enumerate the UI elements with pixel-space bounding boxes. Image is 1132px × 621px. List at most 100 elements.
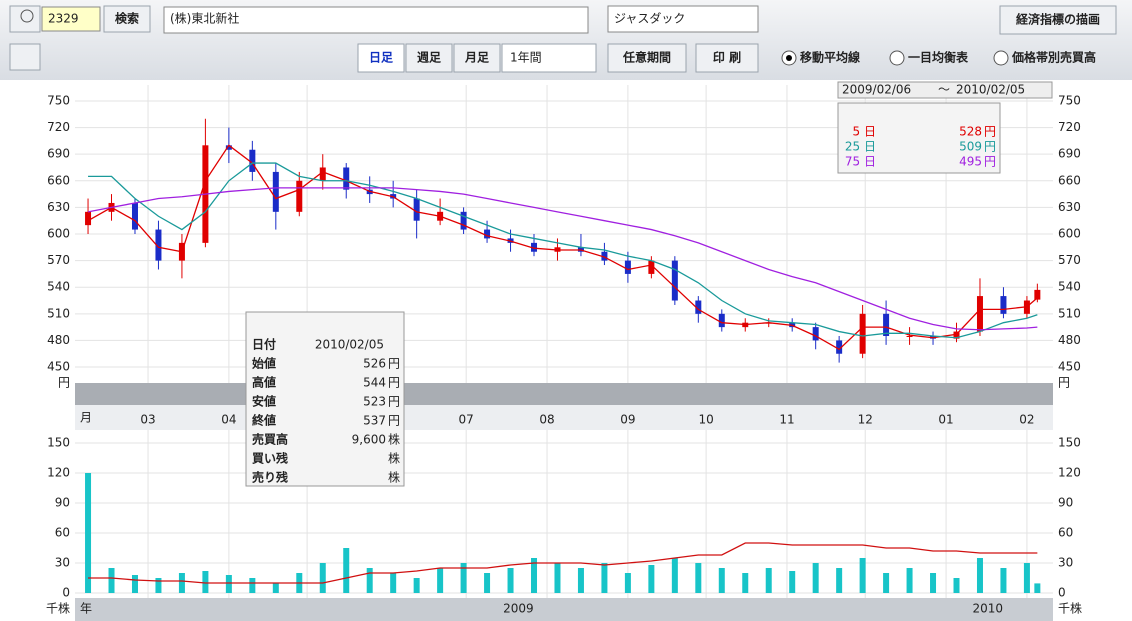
axis-band xyxy=(75,405,1053,430)
candle-body xyxy=(1000,296,1007,314)
x-tick-label: 2009 xyxy=(503,602,534,616)
range-from: 2009/02/06 xyxy=(842,83,911,97)
volume-bar xyxy=(460,563,467,593)
x-tick-label: 10 xyxy=(698,413,713,427)
candle-body xyxy=(272,171,279,212)
volume-bar xyxy=(178,573,185,593)
legend-value: 509 xyxy=(959,140,982,154)
line xyxy=(87,187,1038,331)
y-tick-label: 570 xyxy=(1058,253,1081,267)
volume-bar xyxy=(1034,583,1041,593)
market-select[interactable] xyxy=(607,5,759,33)
legend-name: 5 日 xyxy=(853,125,876,139)
indicator-button[interactable] xyxy=(999,5,1117,35)
legend-unit: 円 xyxy=(984,155,996,169)
tooltip-unit: 円 xyxy=(388,357,400,371)
custom-range-button[interactable] xyxy=(607,43,687,73)
candle-body xyxy=(836,340,843,354)
legend-unit: 円 xyxy=(984,125,996,139)
y-unit: 千株 xyxy=(46,601,70,616)
range-box xyxy=(837,81,1053,99)
volume-bar xyxy=(953,578,960,593)
company-box[interactable] xyxy=(163,6,589,34)
volume-bar xyxy=(577,568,584,593)
volume-bar xyxy=(718,568,725,593)
candle-body xyxy=(624,260,631,274)
tooltip-unit: 株 xyxy=(388,470,400,485)
custom-range-label: 任意期間 xyxy=(622,50,671,65)
volume-bar xyxy=(671,558,678,593)
y-tick-label: 30 xyxy=(55,556,70,570)
y-unit: 千株 xyxy=(1058,601,1082,616)
y-tick-label: 690 xyxy=(47,147,70,161)
y-tick-label: 690 xyxy=(1058,147,1081,161)
period-month[interactable] xyxy=(453,43,501,73)
volume-bar xyxy=(976,558,983,593)
x-tick-label: 07 xyxy=(459,413,474,427)
volume-bar xyxy=(249,578,256,593)
code-input[interactable] xyxy=(41,6,101,32)
candle-body xyxy=(601,251,608,261)
y-tick-label: 480 xyxy=(47,333,70,347)
search-button[interactable] xyxy=(103,5,151,33)
menu-button[interactable] xyxy=(9,43,41,71)
range-select[interactable] xyxy=(501,43,597,73)
period-label: 日足 xyxy=(369,51,393,65)
volume-bar xyxy=(366,568,373,593)
line xyxy=(88,162,1038,339)
tooltip-value: 9,600 xyxy=(352,433,386,447)
x-tick-label: 02 xyxy=(1019,413,1034,427)
candle-body xyxy=(484,229,491,239)
y-tick-label: 120 xyxy=(47,466,70,480)
x-tick-label: 04 xyxy=(221,413,236,427)
candle-body xyxy=(413,198,420,221)
tooltip-label: 高値 xyxy=(252,375,276,390)
tooltip-label: 売買高 xyxy=(252,432,288,447)
market: ジャスダック xyxy=(614,11,685,26)
period-day[interactable] xyxy=(357,43,405,73)
volume-bar xyxy=(624,573,631,593)
range-sep: 〜 xyxy=(938,83,950,97)
tooltip-value: 537 xyxy=(363,414,386,428)
y-tick-label: 750 xyxy=(1058,93,1081,107)
volume-bar xyxy=(507,568,514,593)
search-icon[interactable] xyxy=(9,5,41,33)
print-button[interactable] xyxy=(695,43,759,73)
legend-name: 25 日 xyxy=(845,140,876,154)
candle-body xyxy=(460,211,467,230)
candle-body xyxy=(225,145,232,150)
x-tick-label: 01 xyxy=(938,413,953,427)
radio-dot xyxy=(786,55,792,61)
x-tick-label: 03 xyxy=(140,413,155,427)
volume-bar xyxy=(695,563,702,593)
candle-body xyxy=(859,313,866,354)
candle-body xyxy=(531,242,538,252)
y-tick-label: 660 xyxy=(47,173,70,187)
volume-bar xyxy=(108,568,115,593)
y-tick-label: 720 xyxy=(1058,120,1081,134)
volume-bar xyxy=(343,548,350,593)
tooltip-unit: 円 xyxy=(388,376,400,390)
y-tick-label: 30 xyxy=(1058,556,1073,570)
y-tick-label: 120 xyxy=(1058,466,1081,480)
tooltip-label: 売り残 xyxy=(252,470,288,485)
radio[interactable] xyxy=(889,50,905,66)
y-tick-label: 750 xyxy=(47,93,70,107)
candle-body xyxy=(155,229,162,261)
volume-bar xyxy=(836,568,843,593)
y-tick-label: 450 xyxy=(1058,360,1081,374)
period-week[interactable] xyxy=(405,43,453,73)
volume-bar xyxy=(272,583,279,593)
y-tick-label: 150 xyxy=(1058,436,1081,450)
icon xyxy=(20,9,34,23)
period-label: 月足 xyxy=(464,51,489,65)
volume-bar xyxy=(131,575,138,593)
candle-body xyxy=(883,313,890,336)
print-label: 印 刷 xyxy=(713,51,741,65)
volume-bar xyxy=(812,563,819,593)
volume-bar xyxy=(648,565,655,593)
volume-bar xyxy=(1023,563,1030,593)
tooltip-label: 始値 xyxy=(252,356,276,371)
radio[interactable] xyxy=(993,50,1009,66)
y-tick-label: 630 xyxy=(1058,200,1081,214)
